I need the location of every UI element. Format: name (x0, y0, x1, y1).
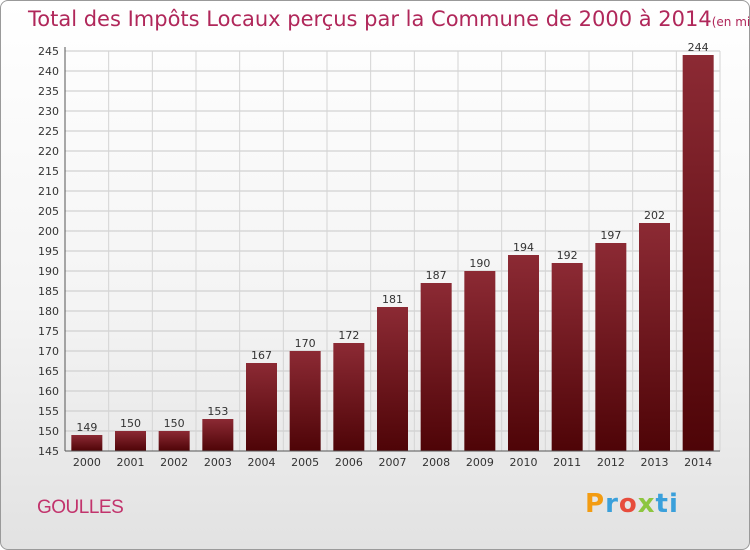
x-tick-label: 2007 (379, 456, 407, 469)
data-label: 190 (469, 257, 490, 270)
y-tick-label: 245 (38, 45, 59, 58)
labels: 145 150 155 160 165 170 175 180 185 190 195 200 205 2… (38, 41, 712, 469)
data-label: 150 (164, 417, 185, 430)
bar (115, 431, 146, 451)
bar (595, 243, 627, 451)
logo-letter: o (618, 489, 638, 519)
chart-title-main: Total des Impôts Locaux perçus par la Co… (28, 7, 712, 31)
data-label: 202 (644, 209, 665, 222)
data-label: 192 (557, 249, 578, 262)
logo-letter: r (605, 489, 619, 519)
y-tick-label: 185 (38, 285, 59, 298)
data-label: 244 (688, 41, 709, 54)
data-label: 181 (382, 293, 403, 306)
y-tick-label: 160 (38, 385, 59, 398)
data-label: 153 (207, 405, 228, 418)
y-tick-label: 150 (38, 425, 59, 438)
y-tick-label: 145 (38, 445, 59, 458)
y-tick-label: 200 (38, 225, 59, 238)
data-label: 172 (338, 329, 359, 342)
x-tick-label: 2002 (160, 456, 188, 469)
x-tick-label: 2003 (204, 456, 232, 469)
bar (377, 307, 408, 451)
x-tick-label: 2010 (510, 456, 538, 469)
y-tick-label: 210 (38, 185, 59, 198)
x-tick-label: 2004 (248, 456, 276, 469)
y-tick-label: 220 (38, 145, 59, 158)
bar (202, 419, 234, 451)
y-tick-label: 195 (38, 245, 59, 258)
y-tick-label: 215 (38, 165, 59, 178)
bar (246, 363, 277, 451)
y-tick-label: 175 (38, 325, 59, 338)
x-tick-label: 2006 (335, 456, 363, 469)
proxiti-logo[interactable]: Proxti (585, 489, 679, 519)
data-label: 194 (513, 241, 534, 254)
data-label: 149 (76, 421, 97, 434)
data-label: 150 (120, 417, 141, 430)
y-tick-label: 230 (38, 105, 59, 118)
x-tick-label: 2005 (291, 456, 319, 469)
commune-name: GOULLES (37, 497, 124, 518)
bar (639, 223, 670, 451)
bar (158, 431, 190, 451)
x-tick-label: 2014 (684, 456, 712, 469)
bar (464, 271, 496, 451)
x-tick-label: 2001 (117, 456, 145, 469)
y-tick-label: 180 (38, 305, 59, 318)
y-tick-label: 170 (38, 345, 59, 358)
x-tick-label: 2013 (641, 456, 669, 469)
bar (289, 351, 321, 451)
y-tick-label: 235 (38, 85, 59, 98)
x-tick-label: 2008 (422, 456, 450, 469)
data-label: 197 (600, 229, 621, 242)
bar (333, 343, 365, 451)
y-tick-label: 205 (38, 205, 59, 218)
bar (420, 283, 452, 451)
x-tick-label: 2000 (73, 456, 101, 469)
bar (551, 263, 583, 451)
x-tick-label: 2012 (597, 456, 625, 469)
data-label: 187 (426, 269, 447, 282)
axes (64, 47, 720, 452)
bar (682, 55, 714, 451)
y-tick-label: 225 (38, 125, 59, 138)
x-tick-label: 2011 (553, 456, 581, 469)
chart-title-unit: (en milliers d'€) (711, 15, 750, 29)
bars (71, 55, 714, 451)
y-tick-label: 165 (38, 365, 59, 378)
logo-letter: P (585, 489, 606, 519)
y-tick-label: 155 (38, 405, 59, 418)
bar (71, 435, 103, 451)
x-tick-label: 2009 (466, 456, 494, 469)
logo-letter: ti (655, 489, 679, 519)
data-label: 170 (295, 337, 316, 350)
logo-letter: x (637, 489, 656, 519)
y-tick-label: 190 (38, 265, 59, 278)
y-tick-label: 240 (38, 65, 59, 78)
bar (508, 255, 539, 451)
chart-title: Total des Impôts Locaux perçus par la Co… (28, 7, 750, 31)
data-label: 167 (251, 349, 272, 362)
